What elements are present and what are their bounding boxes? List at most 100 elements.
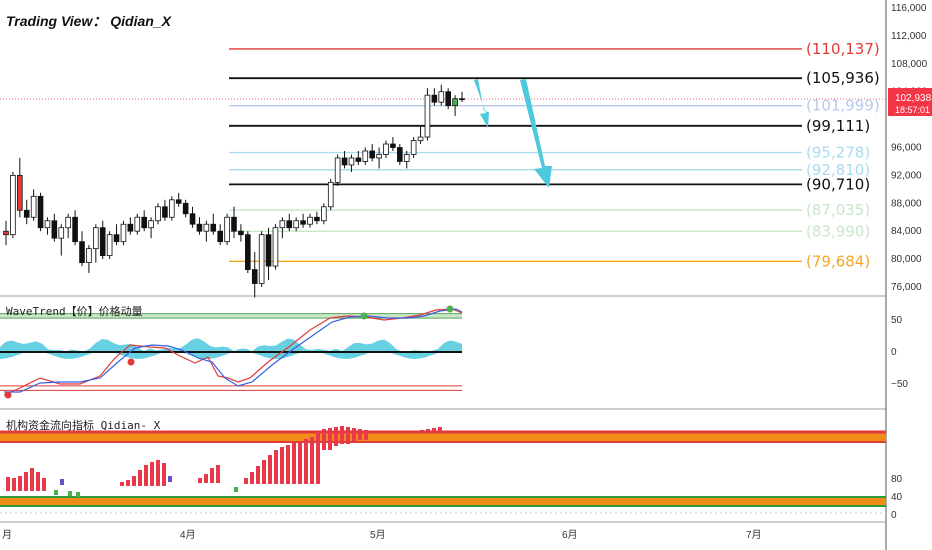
candle-body xyxy=(224,216,230,243)
wt-axis-tick: 50 xyxy=(891,315,903,326)
flow-bar xyxy=(426,429,430,432)
flow-bar xyxy=(304,439,308,484)
flow-bar-neutral xyxy=(54,490,58,495)
price-axis-tick: 116,000 xyxy=(891,3,927,14)
flow-bar xyxy=(120,482,124,486)
candle xyxy=(258,231,265,287)
flow-bar xyxy=(12,478,16,491)
price-level-label: (83,990) xyxy=(806,222,870,240)
price-axis-tick: 80,000 xyxy=(891,254,922,265)
candle xyxy=(307,213,313,228)
candle-body xyxy=(169,199,175,218)
candle-body xyxy=(327,181,334,208)
candle xyxy=(217,224,223,246)
candle xyxy=(355,150,362,165)
candle-body xyxy=(279,220,286,229)
candle-body xyxy=(203,223,210,232)
candle-body xyxy=(113,234,120,243)
last-price-badge: 102,938 18:57:01 xyxy=(888,88,932,116)
candle-body xyxy=(189,213,196,225)
candle xyxy=(79,231,85,267)
down-arrow-short xyxy=(474,79,489,128)
price-level-label: (92,810) xyxy=(806,161,870,179)
candle-body xyxy=(58,227,65,239)
candle xyxy=(189,206,196,228)
candle-body xyxy=(231,216,237,232)
candle xyxy=(106,231,113,260)
wavetrend-title: WaveTrend【价】价格动量 xyxy=(6,304,143,318)
candle xyxy=(134,213,141,235)
candle-body xyxy=(355,157,362,162)
candle xyxy=(279,217,286,239)
price-level-label: (99,111) xyxy=(806,117,870,135)
candle-body xyxy=(376,154,382,159)
flow-axis-tick: 0 xyxy=(891,510,897,521)
candle xyxy=(390,137,396,151)
candle xyxy=(113,224,120,246)
flow-bar-signal xyxy=(60,479,64,485)
candle-body xyxy=(175,199,182,204)
flow-bar xyxy=(310,437,314,484)
candle-body xyxy=(383,143,389,155)
flow-bar xyxy=(286,445,290,484)
price-axis-tick: 108,000 xyxy=(891,59,928,70)
candle xyxy=(369,144,375,162)
candle xyxy=(417,126,424,145)
time-axis-tick: 7月 xyxy=(746,529,762,541)
candle-body xyxy=(431,94,438,103)
candle xyxy=(424,88,431,141)
candle xyxy=(93,224,99,263)
candle-body xyxy=(245,234,251,270)
candle-body xyxy=(293,220,299,229)
candle-body xyxy=(141,216,147,229)
flow-bar xyxy=(162,463,166,486)
candle xyxy=(148,217,154,239)
candle xyxy=(321,203,327,225)
flow-axis-tick: 40 xyxy=(891,492,903,503)
flow-bar xyxy=(340,426,344,444)
flow-bar xyxy=(438,427,442,432)
candle xyxy=(30,189,37,221)
down-arrow-long xyxy=(520,79,552,188)
candle-body xyxy=(459,98,465,101)
time-axis-tick: 5月 xyxy=(370,529,386,541)
candle-body xyxy=(65,216,71,229)
flow-bar xyxy=(432,428,436,432)
candle-body xyxy=(182,202,189,215)
candle xyxy=(383,140,389,158)
candle xyxy=(99,220,106,260)
candle-body xyxy=(369,150,375,159)
candle xyxy=(459,91,465,103)
candle xyxy=(162,199,168,221)
candle xyxy=(51,213,58,242)
flow-bar xyxy=(256,466,260,484)
candle-body xyxy=(265,234,272,267)
candle-body xyxy=(99,227,106,257)
flow-bar xyxy=(126,480,130,486)
bar-countdown: 18:57:01 xyxy=(895,105,930,115)
candle xyxy=(452,95,458,117)
wt-cross-dot xyxy=(446,305,454,313)
candle xyxy=(182,199,189,218)
candle-body xyxy=(286,220,293,229)
candle xyxy=(362,147,369,165)
candle xyxy=(251,252,258,298)
flow-bar xyxy=(334,427,338,446)
projection-arrows xyxy=(474,79,552,188)
price-level-label: (90,710) xyxy=(806,175,870,193)
price-axis-tick: 112,000 xyxy=(891,31,927,42)
flow-bar-neutral xyxy=(68,491,72,496)
flow-title: 机构资金流向指标 Qidian- X xyxy=(6,418,161,432)
candle-body xyxy=(424,94,431,138)
candle xyxy=(37,192,44,232)
chart-title: Trading View： Qidian_X xyxy=(6,13,173,29)
flow-bar xyxy=(358,429,362,440)
candle-body xyxy=(452,98,458,107)
flow-bar xyxy=(364,430,368,440)
flow-bar xyxy=(42,478,46,491)
candle-body xyxy=(37,195,44,229)
candle xyxy=(58,224,65,256)
candle xyxy=(17,157,23,218)
candle xyxy=(224,213,230,246)
